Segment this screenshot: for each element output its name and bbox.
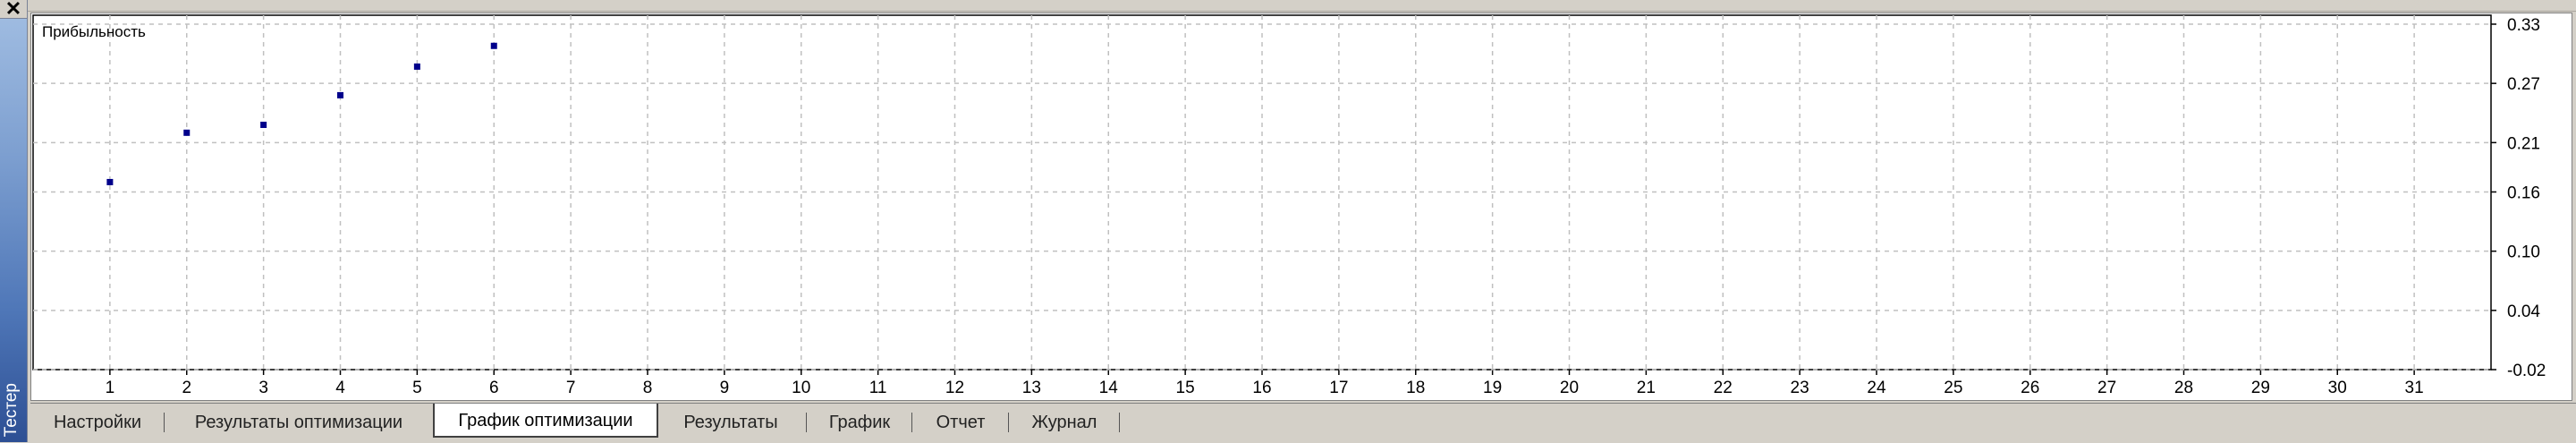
x-tick-label: 10 [792, 379, 810, 397]
data-point [106, 178, 114, 185]
chart-svg: 1 2 3 4 5 6 7 8 9 10 11 12 13 14 15 16 17 18 19 20 21 22 23 24 2… [32, 14, 2546, 397]
x-tick-label: 18 [1406, 379, 1425, 397]
x-tick-label: 26 [2021, 379, 2039, 397]
tab-separator [806, 413, 807, 432]
x-tick-label: 15 [1176, 379, 1195, 397]
close-icon[interactable]: ✕ [0, 0, 28, 20]
y-tick-label: 0.16 [2507, 183, 2540, 202]
x-tick-label: 20 [1560, 379, 1579, 397]
x-tick-label: 30 [2328, 379, 2347, 397]
x-tick-label: 7 [566, 379, 576, 397]
chart-title: Прибыльность [42, 23, 146, 40]
y-tick-label: 0.27 [2507, 75, 2540, 94]
y-tick-label: 0.33 [2507, 16, 2540, 35]
tab-1[interactable]: Настройки [53, 413, 142, 432]
x-tick-label: 27 [2097, 379, 2116, 397]
x-tick-label: 3 [258, 379, 268, 397]
x-tick-label: 2 [182, 379, 191, 397]
tab-separator [1008, 413, 1009, 432]
tester-side-panel: ✕ Тестер [0, 0, 28, 442]
panel-title: Тестер [2, 382, 21, 437]
optimization-chart: 1 2 3 4 5 6 7 8 9 10 11 12 13 14 15 16 17 18 19 20 21 22 23 24 2… [30, 13, 2572, 401]
tab-separator [164, 413, 165, 432]
tab-6[interactable]: Отчет [936, 413, 986, 432]
data-point [337, 91, 343, 98]
data-point [183, 129, 191, 136]
tab-4[interactable]: Результаты [683, 413, 778, 432]
x-tick-label: 16 [1252, 379, 1271, 397]
x-tick-label: 13 [1022, 379, 1041, 397]
x-tick-label: 22 [1714, 379, 1733, 397]
x-tick-label: 19 [1483, 379, 1502, 397]
x-tick-label: 24 [1867, 379, 1886, 397]
x-tick-label: 23 [1791, 379, 1809, 397]
tester-tab-bar: Настройки Результаты оптимизации График оп… [30, 403, 2576, 443]
x-tick-label: 4 [335, 379, 345, 397]
x-tick-label: 21 [1637, 379, 1656, 397]
y-tick-label: 0.21 [2507, 134, 2540, 153]
data-point [413, 63, 420, 70]
data-point [490, 42, 497, 49]
x-tick-label: 31 [2405, 379, 2424, 397]
x-tick-label: 28 [2174, 379, 2193, 397]
x-tick-label: 17 [1329, 379, 1348, 397]
x-tick-label: 8 [643, 379, 653, 397]
x-tick-label: 6 [489, 379, 499, 397]
x-tick-label: 5 [412, 379, 422, 397]
x-tick-label: 9 [720, 379, 730, 397]
x-tick-label: 29 [2251, 379, 2270, 397]
y-tick-label: 0.10 [2507, 243, 2540, 262]
x-tick-label: 25 [1944, 379, 1962, 397]
top-strip [0, 0, 2576, 12]
x-tick-label: 14 [1099, 379, 1119, 397]
x-tick-label: 12 [945, 379, 964, 397]
y-tick-label: 0.04 [2507, 302, 2540, 321]
tab-3[interactable]: График оптимизации [433, 404, 658, 438]
tab-2[interactable]: Результаты оптимизации [194, 413, 403, 432]
x-tick-label: 11 [869, 379, 887, 397]
tab-separator [1119, 413, 1120, 432]
tab-5[interactable]: График [828, 413, 891, 432]
data-point [260, 121, 267, 128]
tab-7[interactable]: Журнал [1031, 413, 1097, 432]
tab-separator [911, 413, 912, 432]
y-tick-label: -0.02 [2507, 362, 2546, 380]
x-tick-label: 1 [106, 379, 115, 397]
